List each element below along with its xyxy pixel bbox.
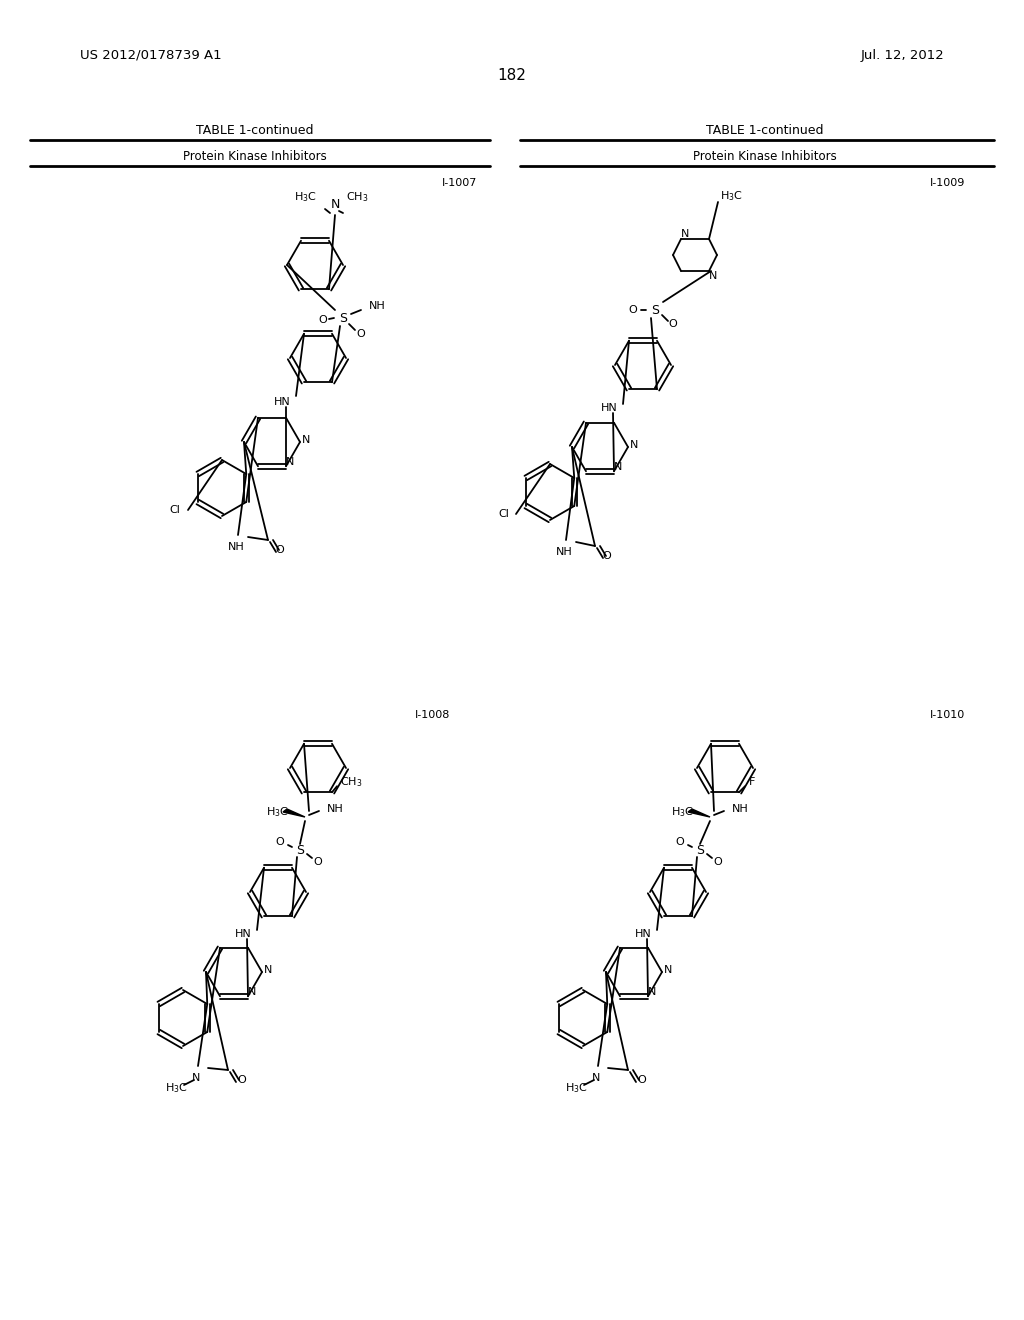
Text: 182: 182 bbox=[498, 67, 526, 82]
Text: I-1007: I-1007 bbox=[442, 178, 477, 187]
Text: N: N bbox=[592, 1073, 600, 1082]
Text: HN: HN bbox=[234, 929, 251, 939]
Text: HN: HN bbox=[601, 403, 617, 413]
Text: N: N bbox=[630, 440, 638, 450]
Text: $\mathregular{H_3C}$: $\mathregular{H_3C}$ bbox=[265, 805, 289, 818]
Polygon shape bbox=[283, 809, 305, 817]
Text: NH: NH bbox=[556, 546, 572, 557]
Text: O: O bbox=[238, 1074, 247, 1085]
Text: N: N bbox=[286, 457, 294, 467]
Text: O: O bbox=[603, 550, 611, 561]
Text: TABLE 1-continued: TABLE 1-continued bbox=[707, 124, 823, 136]
Text: N: N bbox=[248, 987, 256, 997]
Text: F: F bbox=[749, 777, 756, 787]
Text: O: O bbox=[275, 545, 285, 554]
Text: O: O bbox=[318, 315, 328, 325]
Text: Cl: Cl bbox=[170, 506, 180, 515]
Text: S: S bbox=[339, 312, 347, 325]
Text: Cl: Cl bbox=[499, 510, 509, 519]
Text: Jul. 12, 2012: Jul. 12, 2012 bbox=[860, 49, 944, 62]
Text: Protein Kinase Inhibitors: Protein Kinase Inhibitors bbox=[183, 150, 327, 164]
Text: N: N bbox=[681, 228, 689, 239]
Text: I-1010: I-1010 bbox=[930, 710, 966, 719]
Text: O: O bbox=[313, 857, 323, 867]
Text: NH: NH bbox=[369, 301, 386, 312]
Text: O: O bbox=[676, 837, 684, 847]
Text: O: O bbox=[714, 857, 722, 867]
Text: O: O bbox=[275, 837, 285, 847]
Text: O: O bbox=[629, 305, 637, 315]
Text: N: N bbox=[664, 965, 672, 975]
Text: S: S bbox=[296, 843, 304, 857]
Text: US 2012/0178739 A1: US 2012/0178739 A1 bbox=[80, 49, 221, 62]
Text: HN: HN bbox=[273, 397, 291, 407]
Text: N: N bbox=[331, 198, 340, 211]
Text: N: N bbox=[191, 1073, 200, 1082]
Text: S: S bbox=[696, 843, 705, 857]
Text: $\mathregular{CH_3}$: $\mathregular{CH_3}$ bbox=[340, 775, 362, 789]
Text: $\mathregular{H_3C}$: $\mathregular{H_3C}$ bbox=[294, 190, 316, 203]
Text: NH: NH bbox=[327, 804, 344, 814]
Text: N: N bbox=[648, 987, 656, 997]
Text: O: O bbox=[356, 329, 366, 339]
Text: HN: HN bbox=[635, 929, 651, 939]
Text: O: O bbox=[669, 319, 677, 329]
Text: $\mathregular{H_3C}$: $\mathregular{H_3C}$ bbox=[671, 805, 693, 818]
Text: I-1009: I-1009 bbox=[930, 178, 966, 187]
Text: Protein Kinase Inhibitors: Protein Kinase Inhibitors bbox=[693, 150, 837, 164]
Text: $\mathregular{H_3C}$: $\mathregular{H_3C}$ bbox=[165, 1081, 187, 1094]
Text: $\mathregular{H_3C}$: $\mathregular{H_3C}$ bbox=[564, 1081, 588, 1094]
Text: S: S bbox=[651, 304, 659, 317]
Text: I-1008: I-1008 bbox=[415, 710, 451, 719]
Text: NH: NH bbox=[732, 804, 749, 814]
Text: O: O bbox=[638, 1074, 646, 1085]
Text: N: N bbox=[264, 965, 272, 975]
Text: N: N bbox=[613, 462, 623, 473]
Text: NH: NH bbox=[227, 543, 245, 552]
Text: N: N bbox=[302, 436, 310, 445]
Polygon shape bbox=[688, 809, 710, 817]
Text: N: N bbox=[709, 271, 717, 281]
Text: TABLE 1-continued: TABLE 1-continued bbox=[197, 124, 313, 136]
Text: $\mathregular{CH_3}$: $\mathregular{CH_3}$ bbox=[346, 190, 369, 203]
Text: $\mathregular{H_3C}$: $\mathregular{H_3C}$ bbox=[720, 189, 743, 203]
